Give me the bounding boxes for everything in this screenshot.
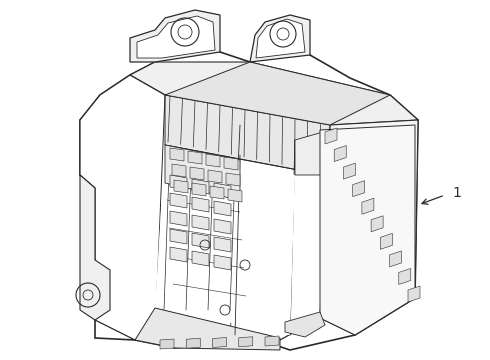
Polygon shape <box>80 75 330 340</box>
Polygon shape <box>295 130 330 175</box>
Polygon shape <box>170 229 187 244</box>
Polygon shape <box>390 251 402 267</box>
Polygon shape <box>170 175 187 190</box>
Polygon shape <box>155 145 295 335</box>
Polygon shape <box>170 193 187 208</box>
Polygon shape <box>226 173 240 186</box>
Polygon shape <box>256 19 305 58</box>
Polygon shape <box>80 175 110 320</box>
Polygon shape <box>265 336 279 346</box>
Polygon shape <box>165 145 240 200</box>
Polygon shape <box>137 16 215 58</box>
Polygon shape <box>320 125 415 335</box>
Polygon shape <box>170 247 187 262</box>
Polygon shape <box>174 180 188 193</box>
Polygon shape <box>380 233 392 249</box>
Polygon shape <box>170 211 187 226</box>
Polygon shape <box>186 338 200 348</box>
Polygon shape <box>228 189 242 202</box>
Polygon shape <box>192 233 209 248</box>
Polygon shape <box>214 237 231 252</box>
Polygon shape <box>190 167 204 180</box>
Polygon shape <box>285 312 325 337</box>
Polygon shape <box>399 269 411 284</box>
Polygon shape <box>371 216 383 232</box>
Text: 1: 1 <box>452 186 461 200</box>
Polygon shape <box>165 200 230 310</box>
Polygon shape <box>353 181 365 197</box>
Polygon shape <box>239 337 253 347</box>
Polygon shape <box>80 32 418 350</box>
Polygon shape <box>165 95 330 175</box>
Polygon shape <box>408 286 420 302</box>
Polygon shape <box>160 339 174 349</box>
Polygon shape <box>214 219 231 234</box>
Polygon shape <box>172 164 186 177</box>
Polygon shape <box>210 186 224 199</box>
Polygon shape <box>188 151 202 164</box>
Polygon shape <box>192 215 209 230</box>
Polygon shape <box>224 157 238 170</box>
Polygon shape <box>208 170 222 183</box>
Polygon shape <box>214 255 231 270</box>
Polygon shape <box>192 179 209 194</box>
Polygon shape <box>135 308 280 350</box>
Polygon shape <box>362 198 374 214</box>
Polygon shape <box>170 148 184 161</box>
Polygon shape <box>206 154 220 167</box>
Polygon shape <box>295 120 418 335</box>
Polygon shape <box>192 197 209 212</box>
Polygon shape <box>130 10 220 62</box>
Polygon shape <box>130 62 418 125</box>
Polygon shape <box>343 163 355 179</box>
Polygon shape <box>325 128 337 144</box>
Polygon shape <box>250 15 310 62</box>
Polygon shape <box>192 183 206 196</box>
Polygon shape <box>334 145 346 162</box>
Polygon shape <box>165 62 390 125</box>
Polygon shape <box>214 201 231 216</box>
Polygon shape <box>192 251 209 266</box>
Polygon shape <box>213 338 226 347</box>
Polygon shape <box>214 183 231 198</box>
